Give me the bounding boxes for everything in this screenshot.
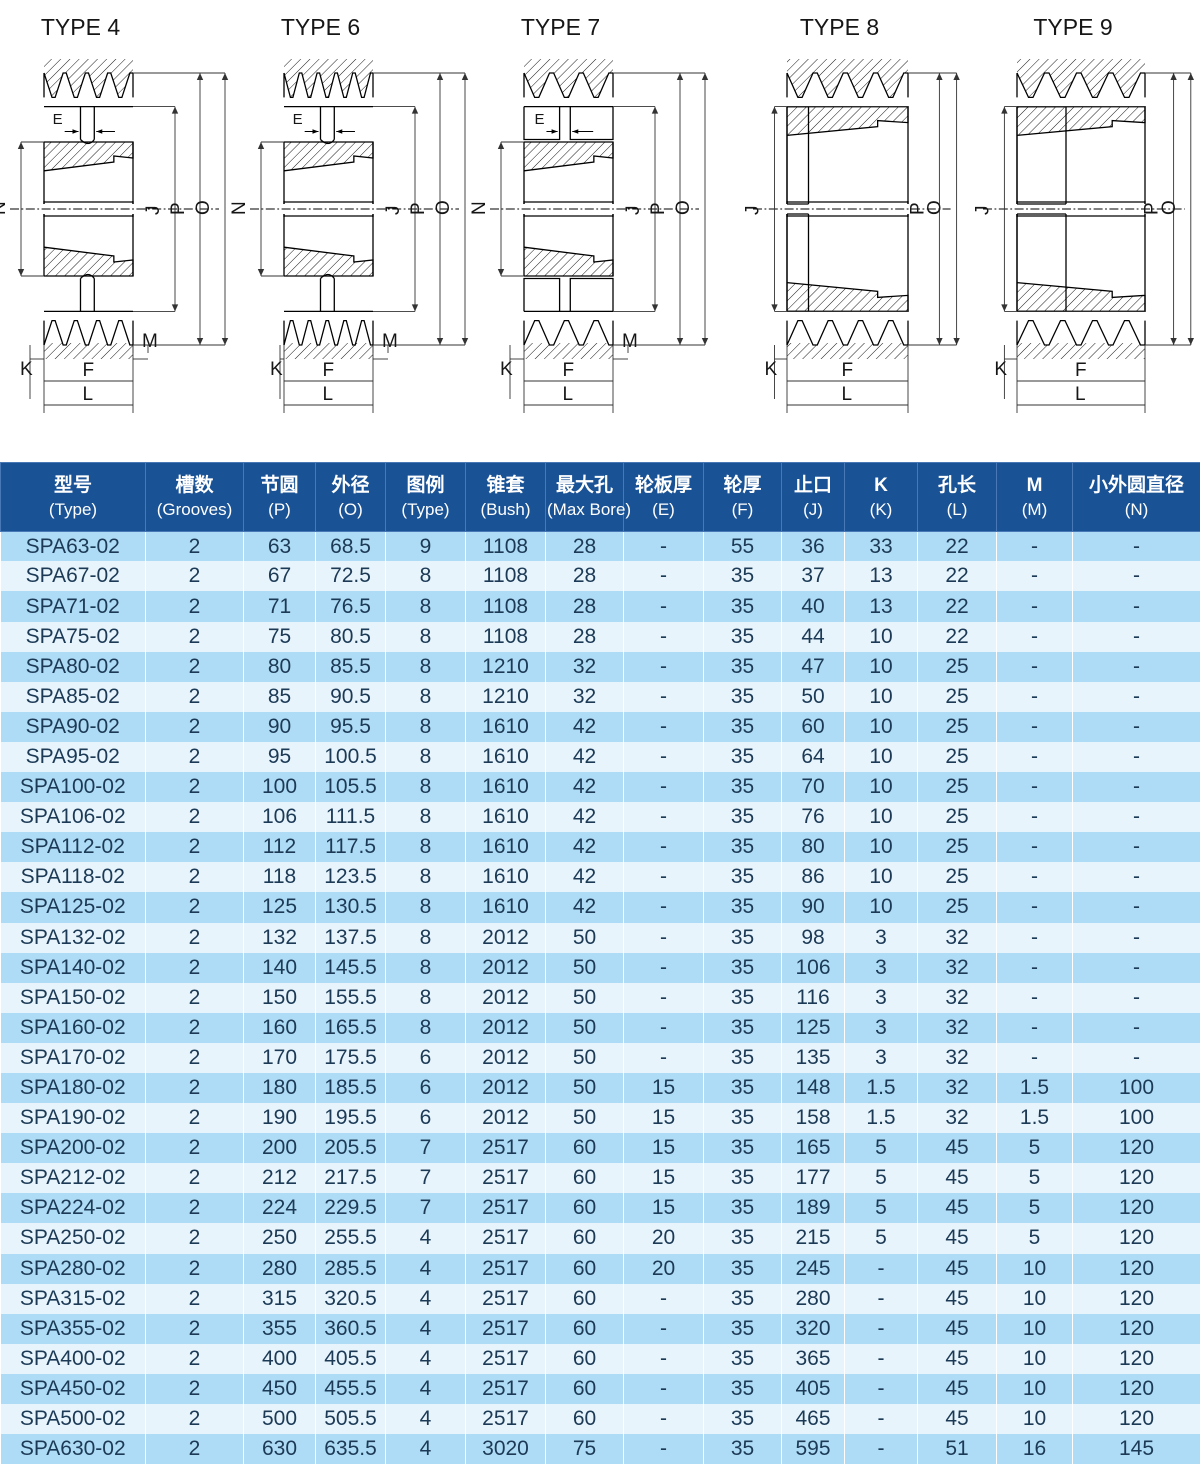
svg-text:O: O — [193, 200, 214, 215]
svg-text:K: K — [500, 359, 513, 380]
svg-text:E: E — [53, 111, 63, 128]
svg-text:P: P — [648, 202, 669, 215]
svg-text:L: L — [1075, 384, 1086, 405]
svg-text:J: J — [972, 206, 993, 216]
svg-text:F: F — [1075, 360, 1087, 381]
svg-text:K: K — [765, 359, 778, 380]
svg-text:O: O — [433, 200, 454, 215]
svg-text:N: N — [0, 201, 10, 215]
svg-text:N: N — [469, 201, 490, 215]
svg-text:M: M — [142, 331, 158, 352]
svg-text:F: F — [563, 360, 575, 381]
svg-text:J: J — [743, 206, 764, 216]
svg-text:TYPE 4: TYPE 4 — [41, 14, 120, 40]
svg-text:O: O — [925, 200, 946, 215]
svg-text:J: J — [383, 206, 404, 216]
svg-text:M: M — [622, 331, 638, 352]
svg-text:F: F — [842, 360, 854, 381]
svg-text:K: K — [20, 359, 33, 380]
svg-text:K: K — [270, 359, 283, 380]
svg-text:F: F — [83, 360, 95, 381]
svg-text:L: L — [563, 384, 574, 405]
svg-text:O: O — [1159, 200, 1180, 215]
svg-text:N: N — [229, 201, 250, 215]
svg-text:J: J — [623, 206, 644, 216]
svg-text:P: P — [408, 202, 429, 215]
svg-text:TYPE 7: TYPE 7 — [521, 14, 600, 40]
svg-text:E: E — [293, 111, 303, 128]
svg-text:L: L — [842, 384, 853, 405]
svg-text:O: O — [673, 200, 694, 215]
svg-text:L: L — [83, 384, 94, 405]
svg-text:TYPE 8: TYPE 8 — [800, 14, 879, 40]
svg-text:P: P — [168, 202, 189, 215]
svg-text:E: E — [534, 111, 544, 128]
svg-text:F: F — [323, 360, 335, 381]
svg-text:TYPE 6: TYPE 6 — [281, 14, 360, 40]
svg-text:M: M — [382, 331, 398, 352]
svg-text:J: J — [143, 206, 164, 216]
svg-text:K: K — [994, 359, 1007, 380]
svg-text:TYPE 9: TYPE 9 — [1033, 14, 1112, 40]
svg-text:L: L — [323, 384, 334, 405]
